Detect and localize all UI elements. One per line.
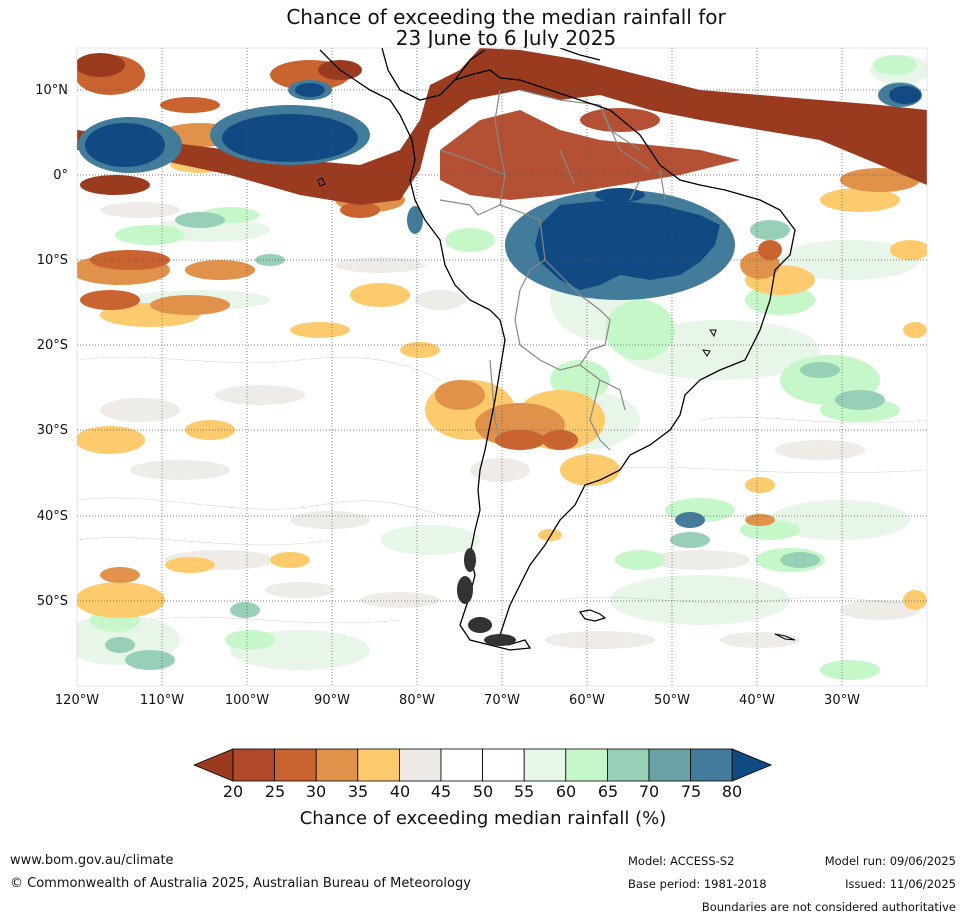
lat-label-10s: 10°S <box>36 253 68 268</box>
colorbar-bin-70-75 <box>648 748 691 782</box>
colorbar-bin-40-45 <box>398 748 442 782</box>
atlantic-island-2 <box>701 349 711 357</box>
lat-label-30s: 30°S <box>36 423 68 438</box>
colorbar-bin-25-30 <box>274 748 317 782</box>
map-title-line-1: Chance of exceeding the median rainfall … <box>286 5 726 29</box>
colorbar-tick-25: 25 <box>264 782 286 801</box>
south-georgia <box>774 633 796 641</box>
lon-label-50w: 50°W <box>654 693 690 708</box>
colorbar-tick-45: 45 <box>430 782 452 801</box>
footer-website: www.bom.gov.au/climate <box>10 853 174 868</box>
colorbar-tick-35: 35 <box>347 782 369 801</box>
colorbar-tick-75: 75 <box>680 782 702 801</box>
lon-label-110w: 110°W <box>139 693 185 708</box>
colorbar-tick-70: 70 <box>638 782 660 801</box>
lat-label-50s: 50°S <box>36 594 68 609</box>
colorbar-bin-30-35 <box>315 748 359 782</box>
lat-label-20s: 20°S <box>36 338 68 353</box>
coastlines <box>319 48 796 651</box>
colorbar-bin-50-55 <box>482 748 525 782</box>
colorbar-bin-35-40 <box>357 748 400 782</box>
lon-label-40w: 40°W <box>739 693 775 708</box>
colorbar-bin-60-65 <box>565 748 608 782</box>
country-borders <box>439 89 666 451</box>
colorbar-bin-lt20 <box>192 748 234 782</box>
rainfall-probability-field <box>77 48 927 680</box>
lon-label-30w: 30°W <box>824 693 860 708</box>
colorbar-bin-65-70 <box>607 748 650 782</box>
lon-label-80w: 80°W <box>399 693 435 708</box>
lon-label-100w: 100°W <box>224 693 270 708</box>
colorbar-bin-20-25 <box>232 748 275 782</box>
footer-copyright: © Commonwealth of Australia 2025, Austra… <box>10 876 471 891</box>
footer-disclaimer: Boundaries are not considered authoritat… <box>701 900 956 914</box>
colorbar-tick-50: 50 <box>472 782 494 801</box>
map-gridlines <box>77 48 927 686</box>
colorbar-bin-45-50 <box>440 748 483 782</box>
lon-label-90w: 90°W <box>314 693 350 708</box>
footer-model-run: Model run: 09/06/2025 <box>824 854 956 868</box>
colorbar-tick-40: 40 <box>389 782 411 801</box>
lat-label-40s: 40°S <box>36 509 68 524</box>
lat-label-10n: 10°N <box>35 83 68 98</box>
patagonia-islands <box>457 548 516 646</box>
map-frame <box>76 47 928 687</box>
colorbar-label: Chance of exceeding median rainfall (%) <box>299 808 667 829</box>
colorbar-tick-60: 60 <box>555 782 577 801</box>
falkland-islands <box>578 609 607 622</box>
lon-label-120w: 120°W <box>54 693 100 708</box>
colorbar-bins <box>192 748 773 782</box>
colorbar-tick-55: 55 <box>513 782 535 801</box>
colorbar-tick-65: 65 <box>597 782 619 801</box>
lat-label-0: 0° <box>53 168 68 183</box>
galapagos-islands <box>317 177 326 187</box>
colorbar-tick-20: 20 <box>222 782 244 801</box>
atlantic-island-1 <box>709 329 717 338</box>
footer-base-period: Base period: 1981-2018 <box>628 877 767 891</box>
colorbar-bin-gt80 <box>731 748 773 782</box>
lon-label-70w: 70°W <box>484 693 520 708</box>
colorbar-bin-75-80 <box>690 748 733 782</box>
colorbar-tick-30: 30 <box>305 782 327 801</box>
colorbar-tick-80: 80 <box>721 782 743 801</box>
lon-label-60w: 60°W <box>569 693 605 708</box>
map-title-line-2: 23 June to 6 July 2025 <box>395 26 617 50</box>
colorbar-bin-55-60 <box>523 748 567 782</box>
footer-model: Model: ACCESS-S2 <box>628 854 735 868</box>
footer-issued: Issued: 11/06/2025 <box>845 877 956 891</box>
